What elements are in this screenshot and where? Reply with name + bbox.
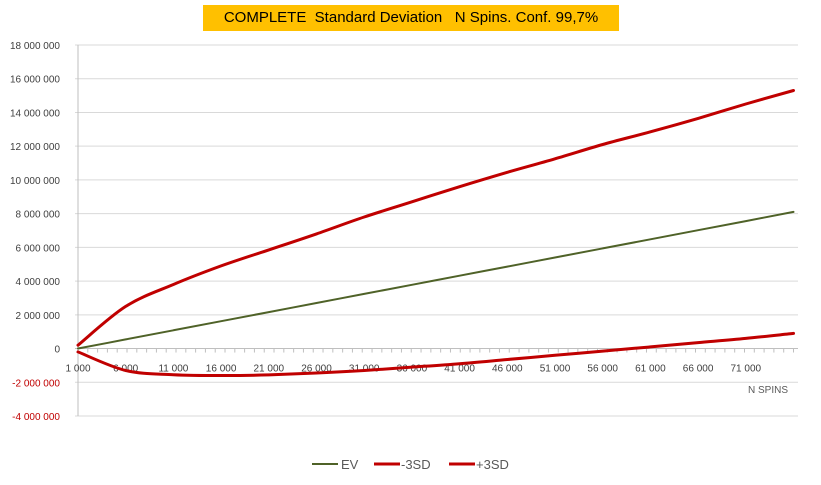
- series-line-3sd: [76, 331, 795, 378]
- chart-title: COMPLETE Standard Deviation N Spins. Con…: [223, 9, 599, 26]
- x-tick-label: 66 000: [683, 364, 714, 375]
- series-lines: [76, 89, 795, 378]
- y-tick-label: 2 000 000: [16, 311, 61, 322]
- grid-lines: [75, 44, 798, 417]
- x-tick-label: 61 000: [635, 364, 666, 375]
- x-tick-labels: 1 000 6 000 11 000 16 000 21 000 26 000 31 000…: [65, 364, 761, 375]
- y-tick-label: 18 000 000: [10, 41, 60, 52]
- legend-label: -3SD: [401, 457, 431, 472]
- x-tick-label: 11 000: [158, 364, 188, 375]
- x-tick-label: 36 000: [397, 364, 428, 375]
- x-axis-label: N SPINS: [748, 385, 788, 396]
- y-tick-label: 10 000 000: [10, 176, 60, 187]
- y-tick-label: 14 000 000: [10, 108, 60, 119]
- y-tick-label: 0: [54, 345, 60, 356]
- legend-label: EV: [341, 457, 359, 472]
- x-tick-label: 46 000: [492, 364, 523, 375]
- y-tick-label: 8 000 000: [16, 210, 61, 221]
- legend-label: +3SD: [476, 457, 509, 472]
- x-tick-label: 21 000: [254, 364, 285, 375]
- x-tick-label: 71 000: [731, 364, 762, 375]
- y-tick-label: 16 000 000: [10, 75, 60, 86]
- chart-title-box: COMPLETE Standard Deviation N Spins. Con…: [203, 5, 619, 31]
- x-tick-label: 56 000: [587, 364, 618, 375]
- x-tick-label: 51 000: [540, 364, 571, 375]
- legend: EV -3SD +3SD: [312, 457, 509, 472]
- x-tick-label: 26 000: [301, 364, 332, 375]
- y-tick-label: 6 000 000: [16, 243, 61, 254]
- y-tick-label: 12 000 000: [10, 142, 60, 153]
- y-tick-label: -2 000 000: [12, 378, 60, 389]
- y-tick-label: 4 000 000: [16, 277, 61, 288]
- y-tick-labels: 18 000 000 16 000 000 14 000 000 12 000 000…: [10, 41, 61, 423]
- series-line-3sd: [76, 89, 795, 347]
- series-line-ev: [77, 210, 795, 350]
- y-tick-label: -4 000 000: [12, 412, 60, 423]
- x-tick-label: 1 000: [65, 364, 90, 375]
- x-tick-label: 41 000: [444, 364, 475, 375]
- x-tick-label: 16 000: [206, 364, 237, 375]
